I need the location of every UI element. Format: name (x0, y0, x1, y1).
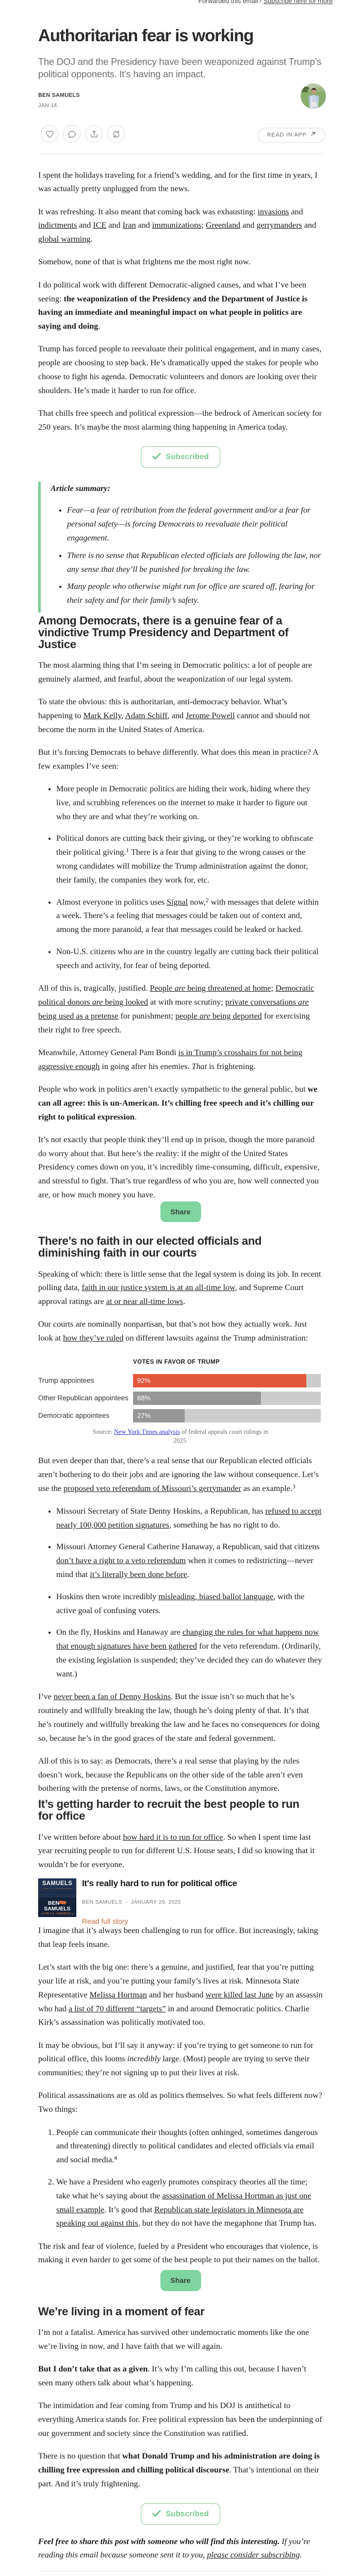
svg-text:SAMUELS: SAMUELS (42, 1880, 72, 1887)
svg-text:BEN: BEN (48, 1900, 59, 1906)
svg-text:SAMUELS: SAMUELS (44, 1906, 70, 1912)
svg-text:▸ FOR U.S. CONGRESS ◂: ▸ FOR U.S. CONGRESS ◂ (41, 1912, 73, 1916)
